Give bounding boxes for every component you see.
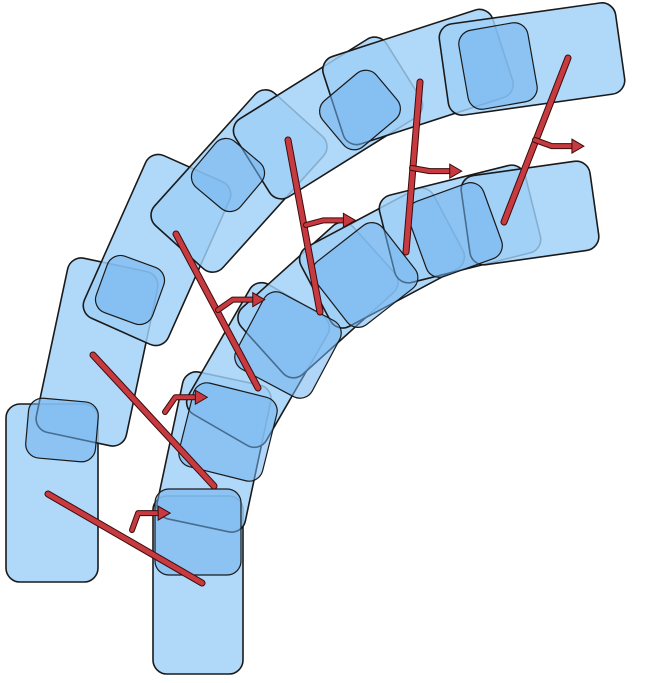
overlap-region [178, 382, 278, 482]
overlap-region [319, 69, 401, 151]
overlap-region [190, 137, 266, 213]
overlap-region [234, 291, 342, 399]
scan-line [500, 54, 585, 226]
scan-line [402, 78, 463, 256]
arrow-head-icon [252, 291, 266, 308]
arrow-head-icon [342, 212, 357, 229]
overlap-region [458, 22, 538, 110]
overlap-region [311, 222, 419, 328]
overlap-region [407, 182, 503, 278]
overlap-region [25, 397, 99, 463]
arrow-head-icon [157, 505, 172, 521]
overlap-region [154, 488, 242, 576]
arrow-head-icon [194, 389, 209, 406]
inner-box-band [25, 22, 600, 675]
arrow-head-icon [449, 163, 463, 179]
scan-line [172, 230, 266, 392]
arrow-head-icon [571, 138, 585, 155]
overlap-region [94, 254, 166, 326]
scan-line [89, 351, 218, 490]
scan-lines [44, 54, 585, 587]
scan-line [284, 136, 357, 316]
scan-line [44, 490, 206, 587]
